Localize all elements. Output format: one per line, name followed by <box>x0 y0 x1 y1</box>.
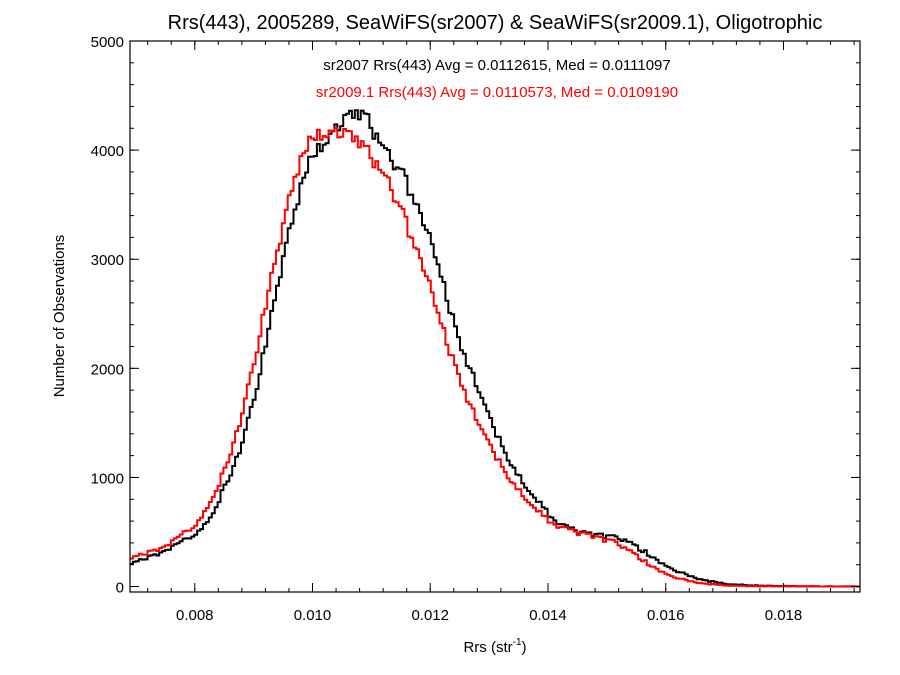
y-tick-label: 3000 <box>91 252 124 269</box>
series-group <box>130 109 860 588</box>
chart-title: Rrs(443), 2005289, SeaWiFS(sr2007) & Sea… <box>168 12 823 34</box>
series-line-1 <box>130 127 860 588</box>
x-tick-label: 0.016 <box>647 607 685 624</box>
y-tick-label: 4000 <box>91 143 124 160</box>
x-axis-label: Rrs (str-1) <box>463 637 526 656</box>
y-tick-label: 0 <box>116 580 124 597</box>
x-tick-label: 0.012 <box>411 607 449 624</box>
x-tick-label: 0.010 <box>294 607 332 624</box>
plot-frame <box>129 40 861 593</box>
y-axis-label: Number of Observations <box>51 235 68 398</box>
y-tick-label: 2000 <box>91 361 124 378</box>
x-axis-label-main: Rrs (str <box>463 639 512 656</box>
x-axis-label-close: ) <box>522 639 527 656</box>
y-tick-label: 5000 <box>91 34 124 51</box>
x-axis-label-superscript: -1 <box>513 637 522 648</box>
x-tick-label: 0.008 <box>176 607 214 624</box>
x-tick-label: 0.018 <box>765 607 803 624</box>
ticks-group: 0.008 0.010 0.012 0.014 0.016 0.018 0 1000 2000 3… <box>91 34 860 624</box>
annotation-sr2007: sr2007 Rrs(443) Avg = 0.0112615, Med = 0… <box>323 57 670 74</box>
x-tick-label: 0.014 <box>529 607 567 624</box>
y-tick-label: 1000 <box>91 470 124 487</box>
series-line-0 <box>130 109 860 588</box>
annotation-sr2009: sr2009.1 Rrs(443) Avg = 0.0110573, Med =… <box>316 84 678 101</box>
